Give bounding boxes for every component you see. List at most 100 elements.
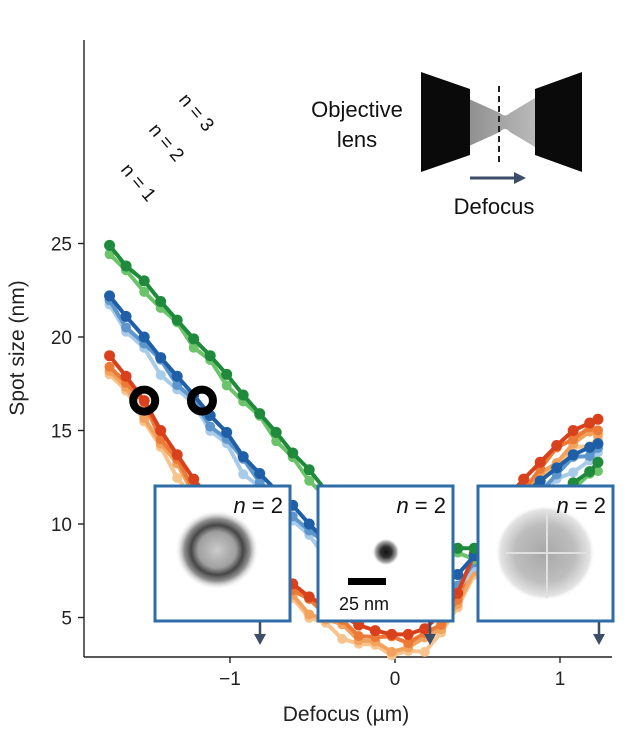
series-point-shadow: [304, 475, 315, 486]
defocus-arrow-head: [514, 172, 526, 184]
y-tick-label: 10: [51, 515, 72, 536]
data-point-n3: [120, 260, 132, 272]
data-point-n1: [303, 591, 315, 603]
data-point-n2: [303, 518, 315, 530]
series-point-shadow: [238, 469, 249, 480]
data-point-n1: [592, 413, 604, 425]
data-point-n1: [138, 395, 150, 407]
series-point-shadow: [592, 466, 603, 477]
data-point-n1: [386, 628, 398, 640]
x-tick-label: 1: [555, 669, 566, 690]
inset-2-arrow: [424, 634, 436, 645]
series-label-n3: n = 3: [174, 90, 218, 136]
data-point-n1: [452, 587, 464, 599]
objective-lens-left: [421, 72, 470, 172]
data-point-n3: [584, 466, 596, 478]
data-point-n3: [287, 447, 299, 459]
data-point-n2: [567, 449, 579, 461]
y-tick-label: 5: [61, 609, 72, 630]
defocus-arrow-label: Defocus: [454, 194, 535, 219]
lens-schematic: Objective lens Defocus: [311, 72, 582, 219]
series-point-shadow: [304, 609, 315, 620]
ring-pattern: [175, 510, 259, 590]
inset-panel-2: 25 nm n = 2: [316, 484, 455, 645]
data-point-n3: [452, 542, 464, 554]
data-point-n1: [584, 417, 596, 429]
data-point-n1: [402, 628, 414, 640]
x-tick-label: −1: [219, 669, 241, 690]
series-point-shadow: [121, 322, 132, 333]
series-point-shadow: [139, 413, 150, 424]
series-point-shadow: [172, 380, 183, 391]
data-point-n2: [138, 331, 150, 343]
data-point-n3: [155, 295, 167, 307]
data-point-n2: [221, 426, 233, 438]
inset-panel-1: n = 2: [153, 484, 292, 645]
data-point-n1: [155, 425, 167, 436]
series-point-shadow: [419, 646, 430, 657]
objective-lens-label-line1: Objective: [311, 97, 403, 122]
series-point-shadow: [584, 451, 595, 462]
data-point-n3: [237, 389, 249, 401]
series-point-shadow: [353, 631, 364, 642]
data-point-n2: [171, 370, 183, 382]
data-point-n3: [104, 239, 116, 251]
data-point-n1: [518, 473, 530, 485]
data-point-n1: [188, 473, 200, 485]
series-point-shadow: [568, 467, 579, 478]
data-point-n3: [204, 350, 216, 362]
data-point-n3: [188, 333, 200, 345]
scale-bar-label: 25 nm: [339, 594, 389, 614]
data-point-n2: [592, 438, 604, 450]
inset-3-arrow: [593, 634, 605, 645]
series-point-shadow: [155, 370, 166, 381]
y-tick-label: 20: [51, 328, 72, 349]
data-point-n2: [551, 462, 563, 474]
series-point-shadow: [104, 361, 115, 372]
data-point-n1: [369, 625, 381, 637]
series-point-shadow: [188, 342, 199, 353]
inset-panels: n = 2 25 nm n = 2 n = 2: [153, 484, 615, 645]
data-point-n3: [270, 426, 282, 438]
data-point-n3: [254, 408, 266, 420]
highlight-marker-2: [186, 385, 217, 416]
data-point-n2: [104, 290, 116, 302]
data-point-n1: [120, 370, 132, 382]
inset-panel-3: n = 2: [476, 484, 615, 645]
series-point-shadow: [337, 633, 348, 644]
scale-bar: [348, 578, 386, 585]
highlight-marker-1: [129, 385, 160, 416]
data-point-n2: [534, 475, 546, 487]
data-point-n1: [419, 623, 431, 635]
data-point-n1: [171, 449, 183, 461]
y-axis-title: Spot size (nm): [6, 280, 29, 415]
series-point-shadow: [221, 380, 232, 391]
data-point-n1: [534, 456, 546, 468]
inset-1-arrow: [254, 634, 266, 645]
data-point-n2: [254, 468, 266, 480]
y-tick-label: 25: [51, 235, 72, 256]
data-point-n1: [567, 425, 579, 436]
data-point-n2: [584, 441, 596, 453]
objective-lens-right: [535, 72, 582, 172]
data-point-n1: [551, 439, 563, 451]
data-point-n2: [155, 352, 167, 364]
data-point-n3: [592, 456, 604, 468]
series-label-n1: n = 1: [116, 160, 160, 206]
x-axis-title: Defocus (µm): [283, 703, 409, 726]
x-tick-label: 0: [390, 669, 401, 690]
y-tick-label: 15: [51, 422, 72, 443]
series-point-shadow: [172, 472, 183, 483]
inset-3-label: n = 2: [556, 493, 606, 518]
inset-2-label: n = 2: [396, 493, 446, 518]
series-label-n2: n = 2: [144, 120, 188, 166]
data-point-n3: [221, 368, 233, 380]
series-point-shadow: [568, 434, 579, 445]
focused-spot: [372, 538, 400, 566]
beam-cone: [460, 95, 540, 150]
inset-1-label: n = 2: [233, 493, 283, 518]
series-point-shadow: [205, 421, 216, 432]
data-point-n3: [171, 314, 183, 326]
data-point-n3: [303, 464, 315, 476]
